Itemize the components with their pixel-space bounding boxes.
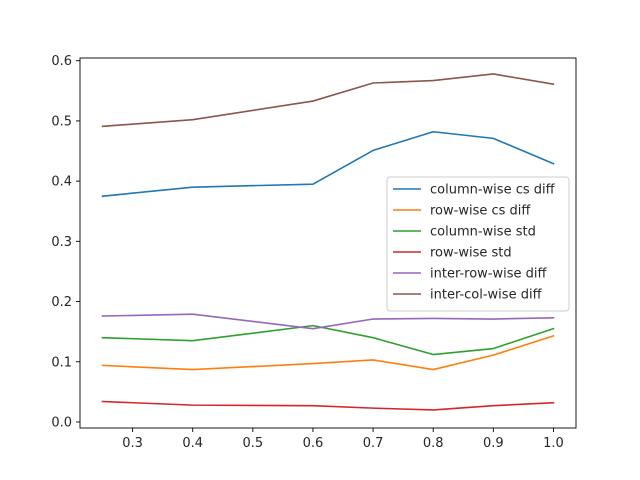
legend-label-1: row-wise cs diff	[430, 204, 531, 219]
series-line-4	[101, 313, 555, 330]
x-tick-label: 0.9	[483, 436, 504, 451]
series-line-3	[101, 400, 555, 411]
series-line-5	[101, 73, 555, 128]
x-tick-label: 0.3	[122, 436, 143, 451]
x-tick-label: 0.8	[423, 436, 444, 451]
legend-label-5: inter-col-wise diff	[430, 288, 543, 303]
series-line-2	[101, 324, 555, 356]
y-tick-label: 0.1	[51, 355, 72, 370]
y-tick-label: 0.0	[51, 415, 72, 430]
y-tick-label: 0.6	[51, 54, 72, 69]
x-tick-label: 0.4	[182, 436, 203, 451]
series-layer	[101, 73, 555, 411]
x-tick-label: 0.5	[243, 436, 264, 451]
y-tick-label: 0.4	[51, 175, 72, 190]
legend-label-2: column-wise std	[430, 225, 536, 240]
legend-label-3: row-wise std	[430, 246, 512, 261]
series-line-0	[101, 130, 555, 198]
y-tick-label: 0.5	[51, 114, 72, 129]
legend-label-4: inter-row-wise diff	[430, 267, 547, 282]
legend-label-0: column-wise cs diff	[430, 183, 556, 198]
plot-frame	[79, 57, 577, 429]
x-tick-label: 0.7	[363, 436, 384, 451]
y-tick-label: 0.3	[51, 235, 72, 250]
y-tick-label: 0.2	[51, 295, 72, 310]
legend-box	[386, 176, 570, 312]
legend: column-wise cs diff row-wise cs diff colum…	[386, 176, 570, 312]
series-line-1	[101, 334, 555, 371]
x-tick-label: 1.0	[543, 436, 564, 451]
x-tick-label: 0.6	[303, 436, 324, 451]
axes-layer: 0.3 0.4 0.5 0.6 0.7 0.8 0.9 1.0 0.0 0.1 0.2 0.3 0.4 0…	[51, 54, 577, 451]
